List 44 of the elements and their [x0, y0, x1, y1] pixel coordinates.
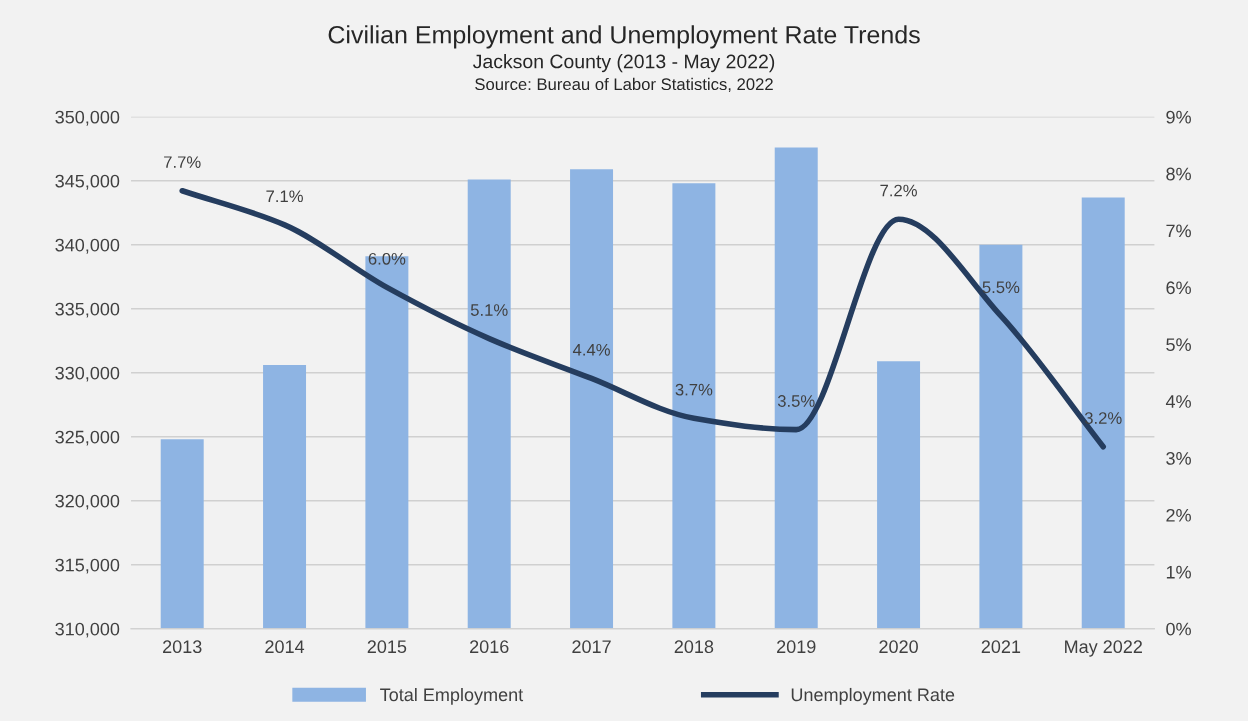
legend-label: Unemployment Rate [791, 687, 955, 705]
x-tick-label: 2014 [265, 640, 305, 654]
x-tick-label: 2015 [367, 640, 407, 654]
y-tick-label: 335,000 [55, 302, 120, 318]
y2-tick-label: 6% [1166, 281, 1191, 295]
y2-tick-label: 2% [1166, 508, 1191, 522]
y2-tick-label: 4% [1165, 395, 1191, 408]
y2-tick-label: 8% [1166, 167, 1191, 181]
y-tick-label: 350,000 [55, 110, 120, 126]
data-label: 7.1% [266, 190, 303, 203]
x-tick-label: 2019 [777, 640, 816, 654]
y2-tick-label: 5% [1166, 338, 1191, 352]
y-tick-label: 320,000 [55, 494, 120, 510]
data-label: 5.1% [470, 304, 508, 316]
y2-tick-label: 9% [1166, 110, 1191, 124]
data-label: 3.2% [1084, 412, 1122, 424]
data-label: 4.4% [572, 343, 610, 356]
data-label: 6.0% [368, 252, 406, 265]
data-label: 3.5% [777, 395, 815, 407]
data-label: 3.7% [675, 383, 713, 396]
y-tick-label: 330,000 [55, 366, 120, 382]
y2-tick-label: 3% [1166, 452, 1191, 465]
x-tick-label: May 2022 [1065, 640, 1142, 657]
data-label: 7.2% [880, 184, 917, 197]
data-label: 5.5% [982, 281, 1020, 294]
y2-tick-label: 0% [1166, 622, 1191, 636]
chart-subtitle: Jackson County (2013 - May 2022) [473, 54, 775, 73]
x-tick-label: 2013 [163, 640, 202, 654]
y-tick-label: 340,000 [55, 238, 120, 254]
y-tick-label: 325,000 [55, 430, 120, 446]
y2-tick-label: 7% [1166, 224, 1191, 238]
source-note: Source: Bureau of Labor Statistics, 2022 [475, 77, 773, 93]
y2-tick-label: 1% [1166, 565, 1191, 579]
x-tick-label: 2018 [674, 640, 714, 654]
data-label: 7.7% [164, 156, 201, 168]
x-tick-label: 2020 [879, 640, 918, 654]
legend-label: Total Employment [380, 687, 524, 705]
y-tick-label: 310,000 [55, 622, 120, 638]
x-tick-label: 2017 [572, 640, 611, 654]
y-tick-label: 315,000 [55, 558, 120, 574]
x-tick-label: 2021 [981, 640, 1021, 654]
chart-title: Civilian Employment and Unemployment Rate Trends [328, 25, 920, 49]
y-tick-label: 345,000 [55, 174, 120, 190]
x-tick-label: 2016 [470, 640, 509, 654]
